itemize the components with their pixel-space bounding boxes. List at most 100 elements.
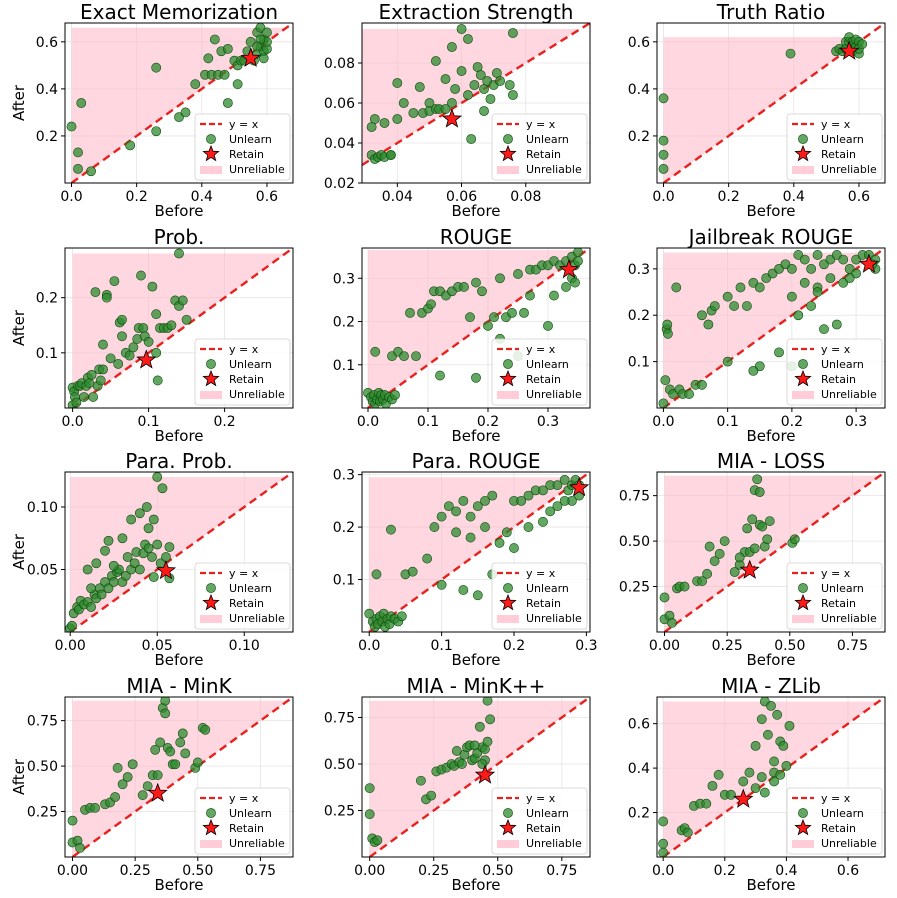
unlearn-point: [200, 724, 211, 735]
unlearn-point: [766, 700, 776, 711]
legend-label-unreliable: Unreliable: [526, 388, 582, 401]
x-axis-label: Before: [746, 876, 795, 894]
x-tick-label: 0.75: [546, 863, 577, 879]
legend-label-unlearn: Unlearn: [821, 582, 864, 595]
unlearn-point: [203, 53, 214, 64]
legend-label-unlearn: Unlearn: [229, 133, 272, 146]
unlearn-point: [232, 79, 243, 90]
unlearn-point: [447, 98, 457, 108]
x-tick-label: 0.00: [354, 863, 385, 879]
legend-unlearn-swatch: [798, 359, 808, 369]
unlearn-point: [151, 309, 162, 320]
y-tick-label: 0.2: [628, 806, 650, 822]
legend-label-unlearn: Unlearn: [526, 133, 569, 146]
unlearn-point: [75, 843, 85, 853]
unlearn-point: [763, 729, 773, 740]
unlearn-point: [451, 506, 461, 517]
diagonal-line: [71, 248, 293, 408]
unlearn-point: [735, 282, 746, 293]
x-tick-label: 0.1: [430, 638, 452, 654]
x-tick-label: 0.25: [418, 863, 449, 879]
legend-box: [491, 113, 588, 181]
legend-label-unreliable: Unreliable: [229, 388, 285, 401]
unlearn-point: [769, 756, 779, 767]
unlearn-point: [682, 827, 693, 838]
unlearn-point: [465, 511, 476, 522]
legend-label-retain: Retain: [229, 597, 264, 610]
x-tick-label: 0.00: [55, 638, 86, 654]
unlearn-point: [709, 301, 720, 311]
legend: y = x Unlearn Retain Unreliable: [491, 562, 588, 630]
x-tick-label: 0.3: [845, 414, 867, 430]
unlearn-point: [451, 527, 461, 538]
legend-unreliable-swatch: [200, 391, 222, 399]
unlearn-point: [364, 783, 375, 794]
legend-retain-swatch: [202, 593, 220, 611]
unlearn-point: [789, 534, 800, 545]
legend: y = x Unlearn Retain Unreliable: [491, 787, 588, 855]
unlearn-point: [152, 472, 163, 482]
unlearn-point: [392, 114, 403, 124]
diagonal-line: [368, 472, 590, 632]
legend-label-retain: Retain: [821, 373, 856, 386]
unlearn-point: [147, 281, 158, 292]
x-tick-label: 0.75: [245, 863, 276, 879]
unlearn-point: [757, 521, 768, 532]
legend-label-unlearn: Unlearn: [229, 582, 272, 595]
unlearn-point: [838, 254, 849, 265]
unlearn-point: [164, 542, 175, 552]
unlearn-point: [112, 763, 123, 773]
unlearn-point: [658, 838, 669, 849]
unlearn-point: [88, 392, 99, 402]
legend-unlearn-swatch: [503, 808, 513, 818]
legend: y = x Unlearn Retain Unreliable: [786, 113, 883, 181]
unlearn-point: [98, 339, 108, 350]
unlearn-point: [487, 490, 498, 501]
unlearn-point: [86, 166, 96, 177]
legend-unreliable-swatch: [200, 615, 222, 623]
retain-star: [147, 782, 168, 802]
unlearn-point: [482, 697, 493, 706]
y-tick-label: 0.2: [333, 520, 355, 536]
x-tick-label: 0.0: [652, 189, 674, 205]
unlearn-point: [399, 351, 409, 362]
unlearn-point: [150, 744, 161, 755]
y-tick-label: 0.25: [324, 803, 355, 819]
x-tick-label: 0.0: [652, 863, 674, 879]
unlearn-point: [125, 140, 136, 151]
unlearn-point: [660, 375, 671, 386]
unlearn-point: [435, 370, 445, 381]
unlearn-point: [459, 282, 469, 292]
unlearn-point: [142, 781, 153, 791]
unlearn-point: [152, 375, 163, 386]
unlearn-point: [857, 39, 868, 50]
legend-label-retain: Retain: [821, 822, 856, 835]
unlearn-point: [769, 776, 779, 787]
diagonal-line: [368, 697, 590, 857]
unlearn-point: [480, 522, 490, 532]
legend-label-retain: Retain: [229, 148, 264, 161]
axes-frame: [361, 696, 591, 858]
retain-star: [558, 258, 580, 279]
y-axis-label: After: [10, 84, 28, 121]
unlearn-point: [465, 312, 475, 323]
retain-star: [240, 47, 261, 67]
unlearn-point: [658, 149, 669, 160]
unlearn-point: [722, 291, 733, 302]
unlearn-point: [812, 287, 823, 297]
x-tick-label: 0.4: [783, 189, 805, 205]
unlearn-point: [86, 602, 97, 612]
y-tick-label: 0.25: [619, 580, 650, 596]
y-tick-label: 0.02: [324, 176, 355, 192]
unlearn-point: [825, 273, 836, 284]
unlearn-point: [756, 772, 767, 782]
retain-star: [733, 788, 754, 808]
legend-unlearn-swatch: [798, 134, 808, 144]
legend-label-unlearn: Unlearn: [821, 807, 864, 820]
legend-label-unreliable: Unreliable: [229, 837, 285, 850]
x-tick-label: 0.25: [712, 638, 743, 654]
x-tick-label: 0.4: [191, 189, 213, 205]
legend-label-retain: Retain: [821, 597, 856, 610]
y-tick-label: 0.50: [324, 757, 355, 773]
unlearn-point: [408, 108, 419, 118]
